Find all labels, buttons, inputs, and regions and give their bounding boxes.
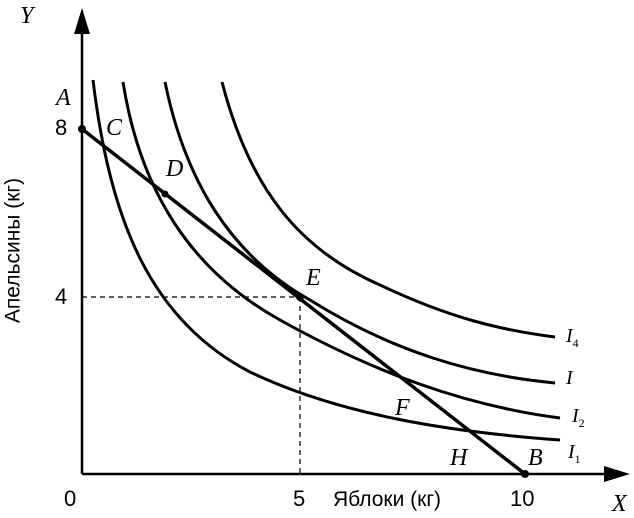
indifference-curve-3 bbox=[163, 81, 556, 385]
point-c-label: C bbox=[106, 115, 123, 141]
tick-x-5: 5 bbox=[293, 486, 306, 511]
indifference-curve-4 bbox=[220, 81, 556, 339]
budget-line bbox=[80, 127, 527, 476]
tick-x-10: 10 bbox=[510, 486, 535, 511]
curve-label-i3: I bbox=[566, 367, 573, 389]
indifference-curve-1 bbox=[91, 79, 561, 442]
point-a-marker bbox=[78, 125, 86, 133]
point-a-label: A bbox=[56, 85, 71, 111]
y-axis-label: Апельсины (кг) bbox=[1, 177, 25, 324]
point-e-label: E bbox=[306, 265, 321, 291]
point-f-label: F bbox=[395, 395, 410, 421]
point-h-label: H bbox=[450, 445, 468, 471]
point-e-marker bbox=[296, 293, 304, 301]
indifference-curve-2 bbox=[121, 81, 561, 420]
point-b-marker bbox=[521, 470, 529, 478]
tick-origin: 0 bbox=[64, 486, 77, 511]
tick-y-4: 4 bbox=[55, 284, 68, 309]
x-axis-label: Яблоки (кг) bbox=[333, 488, 442, 511]
curve-label-i1: I1 bbox=[568, 441, 581, 466]
x-axis-letter: X bbox=[612, 491, 627, 517]
point-d-marker bbox=[161, 190, 169, 198]
curve-label-i4: I4 bbox=[566, 325, 579, 350]
y-axis-letter: Y bbox=[20, 3, 34, 29]
x-axis-arrow bbox=[604, 466, 630, 482]
tick-y-8: 8 bbox=[55, 115, 68, 140]
point-b-label: B bbox=[528, 445, 543, 471]
y-axis-arrow bbox=[74, 8, 90, 34]
point-d-label: D bbox=[166, 156, 184, 182]
curve-label-i2: I2 bbox=[572, 405, 585, 430]
